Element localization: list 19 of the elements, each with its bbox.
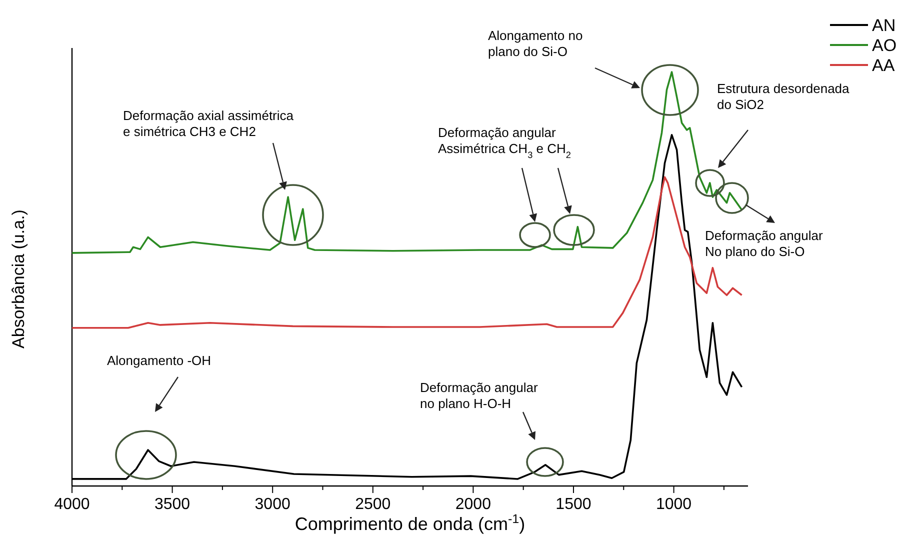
- x-tick-label: 3500: [154, 496, 190, 513]
- legend-label: AO: [872, 36, 897, 55]
- text: Alongamento no plano do Si-O: [488, 28, 583, 59]
- annotation: Deformação angular No plano do Si-O: [705, 228, 824, 259]
- annotation: Estrutura desordenada do SiO2: [717, 81, 850, 112]
- x-tick-label: 4000: [54, 496, 90, 513]
- x-axis-title: Comprimento de onda (cm$^{-1}$): [294, 512, 526, 534]
- annotation: Deformação angular Assimétrica CH$_{3}$ e CH$_{2}$: [438, 125, 571, 160]
- x-tick-label: 1500: [556, 496, 592, 513]
- y-axis-title: Absorbância (u.a.): [9, 210, 28, 348]
- annotation: Deformação axial assimétrica e simétrica CH3 e CH2: [123, 108, 294, 139]
- x-tick-label: 2000: [455, 496, 492, 513]
- legend-label: AN: [872, 16, 896, 35]
- x-tick-label: 3000: [254, 496, 290, 513]
- legend-label: AA: [872, 56, 896, 75]
- x-tick-label: 1000: [656, 496, 692, 513]
- x-tick-label: 2500: [355, 496, 391, 513]
- annotation: Deformação angular no plano H-O-H: [420, 380, 538, 411]
- annotation: Alongamento -OH: [107, 353, 212, 368]
